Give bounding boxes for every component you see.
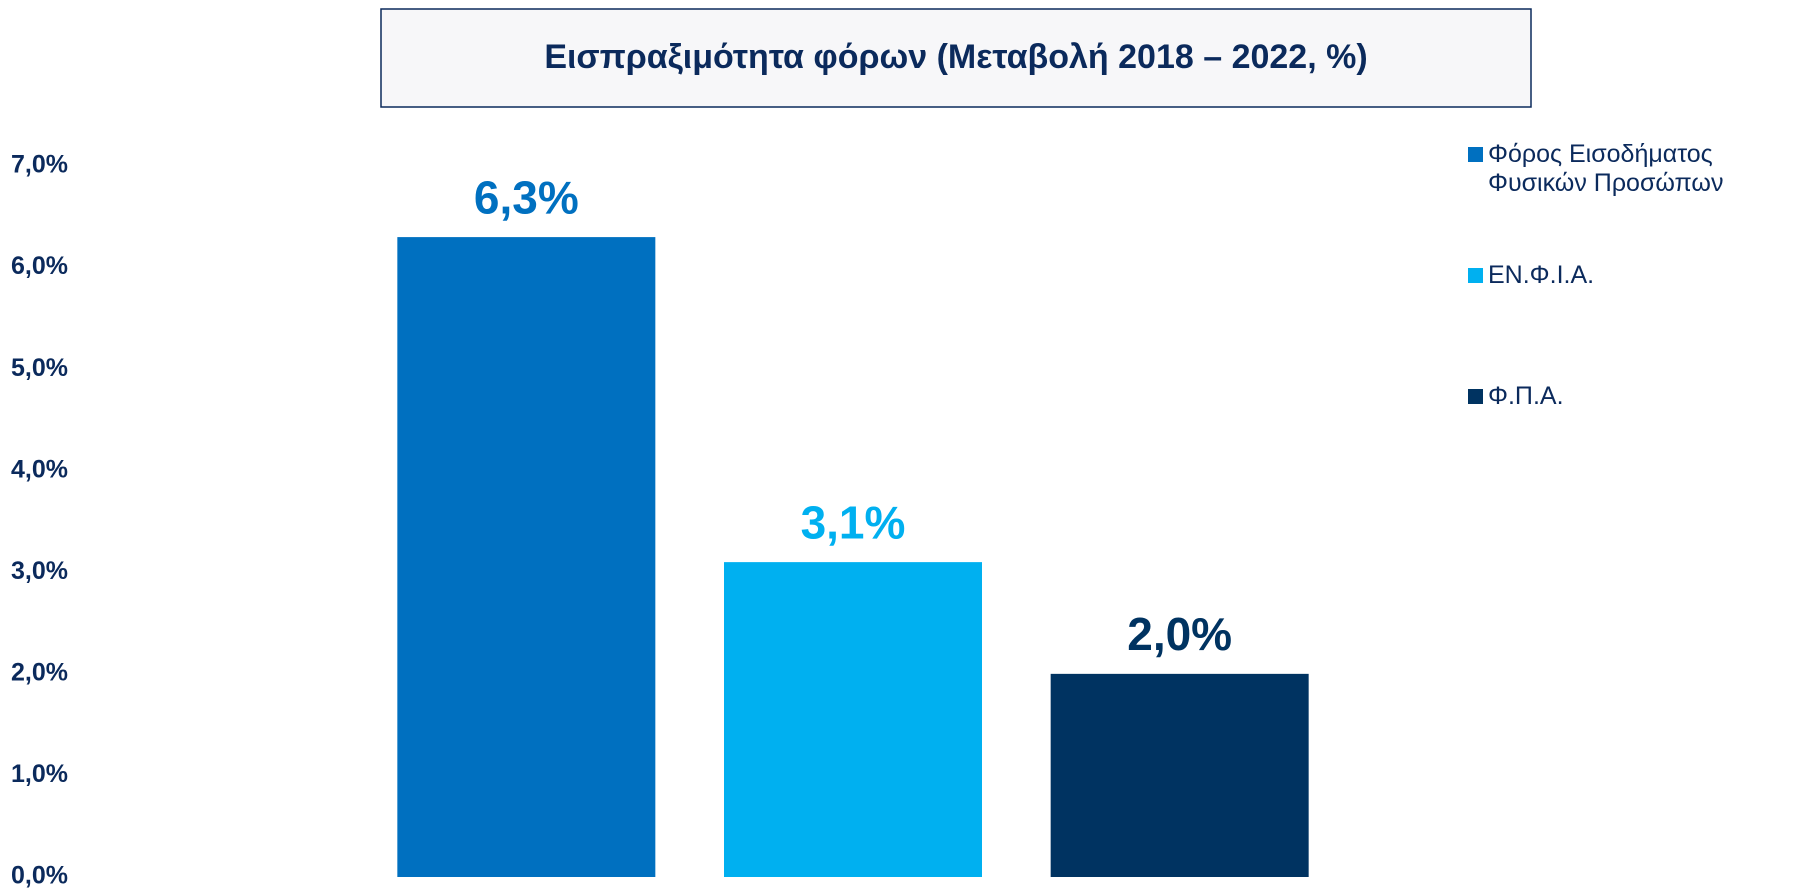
legend-item: ΕΝ.Φ.Ι.Α. — [1466, 261, 1788, 290]
bar — [1050, 673, 1309, 877]
legend-swatch — [1468, 147, 1483, 162]
data-label: 3,1% — [801, 496, 906, 548]
data-label: 2,0% — [1127, 608, 1232, 660]
legend-item: Φ.Π.Α. — [1466, 382, 1788, 411]
legend-swatch — [1468, 268, 1483, 283]
legend-label: Φ.Π.Α. — [1488, 382, 1564, 410]
y-tick-label: 7,0% — [11, 151, 68, 179]
legend-label: ΕΝ.Φ.Ι.Α. — [1488, 261, 1595, 289]
y-tick-label: 5,0% — [11, 354, 68, 382]
legend-item: Φόρος Εισοδήματος Φυσικών Προσώπων — [1466, 140, 1788, 198]
bar — [724, 562, 982, 877]
data-label: 6,3% — [474, 171, 579, 223]
y-tick-label: 4,0% — [11, 455, 68, 483]
y-tick-label: 6,0% — [11, 252, 68, 280]
chart-title: Εισπραξιμότητα φόρων (Μεταβολή 2018 – 20… — [544, 38, 1367, 76]
y-tick-label: 1,0% — [11, 760, 68, 788]
y-tick-label: 2,0% — [11, 658, 68, 686]
bar — [397, 237, 656, 878]
legend-label: Φόρος Εισοδήματος Φυσικών Προσώπων — [1488, 140, 1724, 197]
y-tick-label: 0,0% — [11, 862, 68, 890]
y-tick-label: 3,0% — [11, 557, 68, 585]
legend-swatch — [1468, 389, 1483, 404]
title-box — [380, 8, 1532, 108]
